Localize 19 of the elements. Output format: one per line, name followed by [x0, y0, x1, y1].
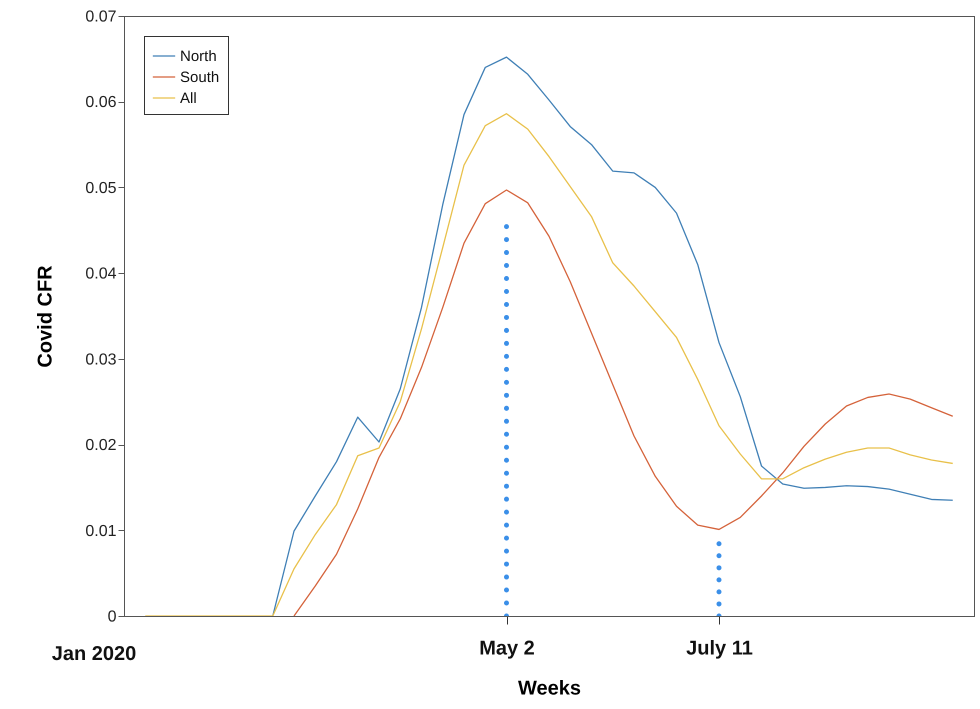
y-tick-label: 0.05 [85, 180, 117, 197]
y-tick-label: 0.04 [85, 266, 117, 283]
legend-label: North [180, 48, 217, 65]
text: Jan 2020 [52, 643, 136, 665]
legend-label: All [180, 90, 197, 107]
y-tick-label: 0.02 [85, 437, 117, 454]
y-tick-label: 0.03 [85, 351, 117, 368]
legend-label: South [180, 69, 220, 86]
line-series [293, 189, 954, 616]
y-tick-label: 0.07 [85, 8, 117, 26]
x-tick-label: May 2 [479, 638, 535, 660]
y-axis-title: Covid CFR [34, 264, 56, 368]
y-tick-label: 0.01 [85, 522, 117, 540]
x-tick-label: July 11 [686, 638, 753, 660]
x-axis-title: Weeks [518, 678, 582, 700]
y-tick-label: 0.06 [85, 94, 117, 112]
line-series [272, 56, 954, 616]
line-series [144, 113, 954, 616]
y-tick-label: 0 [108, 608, 117, 626]
